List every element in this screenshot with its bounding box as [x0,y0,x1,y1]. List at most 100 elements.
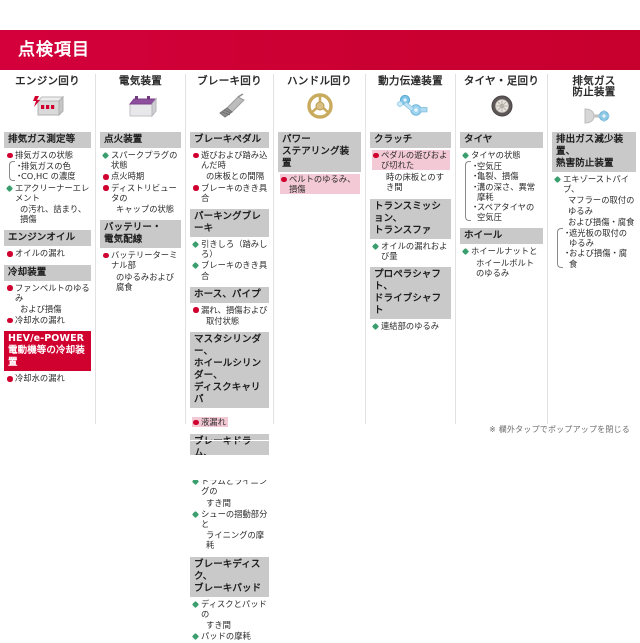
bottom-divider [0,440,640,441]
item-continuation: および損傷 [20,304,62,315]
footer-note: ※ 欄外タップでポップアップを閉じる [489,425,630,434]
sub-item: 遮光板の取付のゆるみ [563,228,635,248]
checklist-item: ディスクとパッドの [192,599,268,619]
section-heading: トランスミッション、 トランスファ [370,198,451,239]
checklist-item: 遊びおよび踏み込んだ時 [192,150,268,170]
checklist-item: 冷却水の漏れ [6,373,90,383]
columns-container: エンジン回り 排気ガス測定等排気ガスの状態排気ガスの色CO,HC の濃度エアクリ… [0,74,640,641]
sub-item: 空気圧 [471,161,542,171]
item-continuation: マフラーの取付のゆるみ [568,195,635,216]
checklist-item: パッドの摩耗 [192,631,268,641]
section-heading: 排出ガス減少装置、 熱害防止装置 [552,132,636,172]
item-list: 遊びおよび踏み込んだ時 の床板との間隔 ブレーキのきき具合 [190,148,269,205]
column-2[interactable]: 電気装置 点火装置 スパークプラグの状態 点火時期 ディストリビュータの キャップの状態… [95,74,185,424]
column-body: タイヤタイヤの状態空気圧亀裂、損傷溝の深さ、異常摩耗スペアタイヤの空気圧ホイール… [460,132,543,280]
section-heading: 冷却装置 [4,264,91,281]
sub-item-group: 排気ガスの色CO,HC の濃度 [6,161,90,182]
checklist-item: 点火時期 [102,171,180,181]
checklist-item: 連結部のゆるみ [372,321,450,331]
item-list: 冷却水の漏れ [4,371,91,385]
item-list: ファンベルトのゆるみ および損傷 冷却水の漏れ [4,281,91,328]
checklist-item: ファンベルトのゆるみ [6,283,90,303]
checklist-item: 冷却水の漏れ [6,315,90,325]
section-heading: プロペラシャフト、 ドライブシャフト [370,267,451,320]
engine-battery-icon [4,89,91,121]
section-heading: マスタシリンダー、 ホイールシリンダー、 ディスクキャリパ [190,332,269,409]
column-3[interactable]: ブレーキ回り ブレーキペダル 遊びおよび踏み込んだ時 の床板との間隔 ブレーキのきき具… [185,74,273,641]
checklist-item: シューの摺動部分と [192,509,268,529]
column-title: 排気ガス 防止装置 [572,75,616,98]
steering-wheel-icon [278,89,361,121]
checklist-item: オイルの漏れおよび量 [372,241,450,261]
column-header: ブレーキ回り [190,74,269,128]
item-continuation: の床板との間隔 [206,171,264,182]
item-list: 漏れ、損傷および 取付状態 [190,303,269,328]
column-6[interactable]: タイヤ・足回り タイヤタイヤの状態空気圧亀裂、損傷溝の深さ、異常摩耗スペアタイヤ… [455,74,547,424]
checklist-item: ブレーキのきき具合 [192,260,268,280]
sub-item: 溝の深さ、異常摩耗 [471,182,542,202]
column-1[interactable]: エンジン回り 排気ガス測定等排気ガスの状態排気ガスの色CO,HC の濃度エアクリ… [0,74,95,424]
item-continuation: 取付状態 [206,316,240,327]
column-7[interactable]: 排気ガス 防止装置 排出ガス減少装置、 熱害防止装置 エキゾーストパイプ、 マフラーの取… [547,74,640,424]
column-title: タイヤ・足回り [463,75,540,87]
checklist-item: 液漏れ [192,417,228,428]
sub-item: 排気ガスの色 [15,161,90,171]
item-continuation: および損傷・腐食 [568,216,635,227]
item-continuation: キャップの状態 [116,204,175,215]
car-battery-icon [100,89,181,121]
column-header: 動力伝達装置 [370,74,451,128]
column-body: クラッチ ペダルの遊びおよび切れた 時の床板とのすき間 トランスミッション、 トランスフ… [370,132,451,333]
item-continuation: すき間 [206,497,231,508]
checklist-item: スパークプラグの状態 [102,150,180,170]
tire-icon [460,89,543,121]
brace-bracket [465,161,471,222]
column-title: エンジン回り [15,75,80,87]
checklist-item: 漏れ、損傷および [192,305,268,315]
column-body: ブレーキペダル 遊びおよび踏み込んだ時 の床板との間隔 ブレーキのきき具合 パーキングブ… [190,132,269,643]
item-list: 連結部のゆるみ [370,319,451,333]
item-continuation: ホイールボルトのゆるみ [476,257,535,278]
checklist-item: オイルの漏れ [6,248,90,258]
item-list: ペダルの遊びおよび切れた 時の床板とのすき間 [370,148,451,195]
checklist-item: ホイールナットと [462,246,542,256]
section-heading: ホイール [460,228,543,245]
sub-item-group: 遮光板の取付のゆるみおよび損傷・腐食 [554,228,635,269]
section-heading: バッテリー・ 電気配線 [100,220,181,249]
column-body: 排出ガス減少装置、 熱害防止装置 エキゾーストパイプ、 マフラーの取付のゆるみ および損… [552,132,636,271]
top-spacer [0,0,640,30]
drivetrain-icon [370,89,451,121]
column-header: 排気ガス 防止装置 [552,74,636,128]
exhaust-icon [552,99,636,131]
column-header: タイヤ・足回り [460,74,543,128]
column-title: 動力伝達装置 [378,75,443,87]
item-list: 排気ガスの状態排気ガスの色CO,HC の濃度エアクリーナーエレメントの汚れ、詰ま… [4,148,91,226]
column-body: 点火装置 スパークプラグの状態 点火時期 ディストリビュータの キャップの状態 バッテリー… [100,132,181,294]
column-4[interactable]: ハンドル回り パワー ステアリング装置 ベルトのゆるみ、損傷 [273,74,365,424]
checklist-item: 排気ガスの状態 [6,150,90,160]
item-list: ベルトのゆるみ、損傷 [278,172,361,197]
checklist-item: バッテリーターミナル部 [102,250,180,270]
checklist-item: エアクリーナーエレメント [6,183,90,203]
checklist-item: タイヤの状態 [462,150,542,160]
item-list: オイルの漏れ [4,246,91,260]
section-heading: 排気ガス測定等 [4,132,91,148]
column-body: パワー ステアリング装置 ベルトのゆるみ、損傷 [278,132,361,197]
item-list: オイルの漏れおよび量 [370,239,451,263]
item-continuation: の汚れ、詰まり、損傷 [20,204,87,225]
item-list: 引きしろ（踏みしろ） ブレーキのきき具合 [190,237,269,283]
column-5[interactable]: 動力伝達装置 クラッチ ペダルの遊びおよび切れた 時の床板とのすき間 トランスミッショ… [365,74,455,424]
sub-item: CO,HC の濃度 [15,171,90,181]
sub-item: スペアタイヤの空気圧 [471,202,542,222]
header-bar [0,30,640,70]
checklist-item: ベルトのゆるみ、損傷 [280,174,360,195]
item-list: 液漏れ [190,408,269,430]
item-list: ドラムとライニングの すき間 シューの摺動部分と ライニングの摩耗 [190,474,269,552]
checklist-item: 引きしろ（踏みしろ） [192,239,268,259]
item-list: スパークプラグの状態 点火時期 ディストリビュータの キャップの状態 [100,148,181,216]
checklist-item: エキゾーストパイプ、 [554,174,635,194]
section-heading: エンジンオイル [4,230,91,247]
section-heading: パワー ステアリング装置 [278,132,361,172]
column-header: エンジン回り [4,74,91,128]
section-heading: クラッチ [370,132,451,148]
item-continuation: のゆるみおよび腐食 [116,271,175,292]
